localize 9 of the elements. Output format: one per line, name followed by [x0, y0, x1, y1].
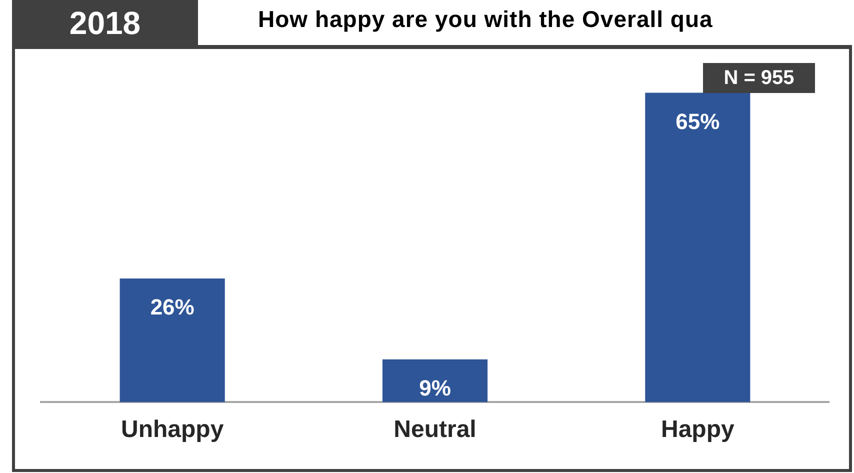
- x-tick-label: Neutral: [394, 416, 476, 444]
- x-tick-label: Happy: [660, 416, 735, 444]
- chart-title: How happy are you with the Overall qua: [258, 6, 713, 33]
- data-label: 65%: [676, 108, 720, 134]
- x-tick-label: Unhappy: [120, 416, 224, 444]
- data-label: 26%: [150, 294, 194, 320]
- chart-subtitle: 2018: [12, 0, 198, 45]
- data-label: 9%: [419, 375, 451, 400]
- text: N = 955: [703, 63, 815, 93]
